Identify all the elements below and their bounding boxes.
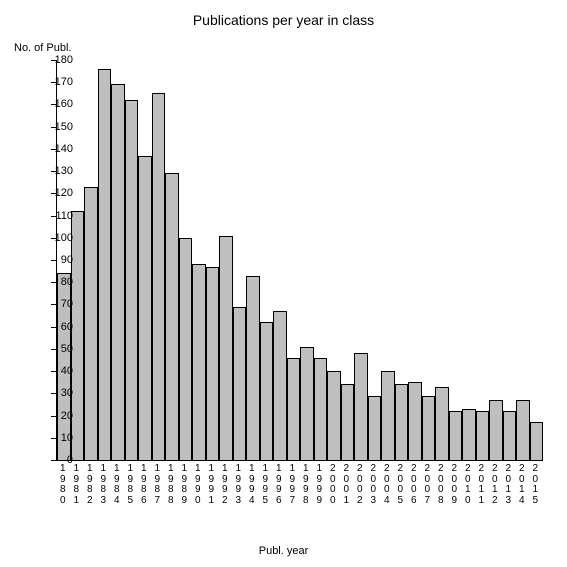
y-tick-label: 60	[43, 321, 73, 333]
bar	[327, 371, 341, 460]
bar	[368, 396, 382, 460]
y-tick-label: 120	[43, 187, 73, 199]
bar	[246, 276, 260, 460]
plot-area	[56, 60, 543, 461]
x-tick-label: 2008	[434, 464, 448, 506]
x-tick-label: 2012	[488, 464, 502, 506]
x-tick-label: 1997	[286, 464, 300, 506]
bar	[449, 411, 463, 460]
x-tick-label: 1994	[245, 464, 259, 506]
y-tick-label: 40	[43, 365, 73, 377]
bar	[98, 69, 112, 460]
y-tick-label: 160	[43, 98, 73, 110]
x-tick-label: 2001	[340, 464, 354, 506]
x-tick-label: 1984	[110, 464, 124, 506]
x-tick-label: 2002	[353, 464, 367, 506]
x-tick-label: 1995	[259, 464, 273, 506]
chart-title: Publications per year in class	[0, 12, 567, 28]
bar	[138, 156, 152, 460]
x-tick-label: 1983	[97, 464, 111, 506]
x-tick-label: 1986	[137, 464, 151, 506]
chart-container: Publications per year in class No. of Pu…	[0, 0, 567, 567]
x-tick-label: 1989	[178, 464, 192, 506]
x-tick-label: 1988	[164, 464, 178, 506]
bar	[219, 236, 233, 460]
x-axis-label: Publ. year	[0, 545, 567, 557]
bar	[408, 382, 422, 460]
bar	[233, 307, 247, 460]
x-tick-label: 2015	[529, 464, 543, 506]
y-tick-label: 70	[43, 298, 73, 310]
y-tick-label: 130	[43, 165, 73, 177]
bar	[476, 411, 490, 460]
bars-group	[57, 60, 543, 460]
bar	[395, 384, 409, 460]
bar	[422, 396, 436, 460]
bar	[314, 358, 328, 460]
bar	[125, 100, 139, 460]
x-tick-label: 1991	[205, 464, 219, 506]
y-tick-label: 20	[43, 410, 73, 422]
bar	[111, 84, 125, 460]
x-tick-label: 1990	[191, 464, 205, 506]
x-tick-label: 2009	[448, 464, 462, 506]
bar	[84, 187, 98, 460]
bar	[273, 311, 287, 460]
y-tick-label: 30	[43, 387, 73, 399]
bar	[354, 353, 368, 460]
y-tick-label: 150	[43, 121, 73, 133]
bar	[152, 93, 166, 460]
bar	[287, 358, 301, 460]
y-axis-label: No. of Publ.	[14, 42, 71, 54]
x-tick-label: 2000	[326, 464, 340, 506]
x-tick-label: 2011	[475, 464, 489, 506]
x-tick-label: 2014	[515, 464, 529, 506]
x-tick-label: 1993	[232, 464, 246, 506]
x-tick-label: 2013	[502, 464, 516, 506]
x-tick-label: 1999	[313, 464, 327, 506]
y-tick-label: 180	[43, 54, 73, 66]
y-tick-label: 140	[43, 143, 73, 155]
y-tick-label: 10	[43, 432, 73, 444]
y-tick-label: 170	[43, 76, 73, 88]
y-tick-label: 50	[43, 343, 73, 355]
x-tick-label: 2003	[367, 464, 381, 506]
bar	[300, 347, 314, 460]
x-tick-label: 1982	[83, 464, 97, 506]
x-tick-label: 2007	[421, 464, 435, 506]
y-tick-label: 100	[43, 232, 73, 244]
bar	[516, 400, 530, 460]
bar	[165, 173, 179, 460]
x-tick-label: 2006	[407, 464, 421, 506]
x-tick-labels: 1980198119821983198419851986198719881989…	[56, 464, 542, 506]
x-tick-label: 2010	[461, 464, 475, 506]
x-tick-label: 2004	[380, 464, 394, 506]
x-tick-label: 1985	[124, 464, 138, 506]
bar	[435, 387, 449, 460]
bar	[206, 267, 220, 460]
bar	[530, 422, 544, 460]
bar	[381, 371, 395, 460]
bar	[71, 211, 85, 460]
bar	[503, 411, 517, 460]
bar	[462, 409, 476, 460]
bar	[341, 384, 355, 460]
x-tick-label: 1998	[299, 464, 313, 506]
x-tick-label: 1980	[56, 464, 70, 506]
x-tick-label: 1981	[70, 464, 84, 506]
x-tick-label: 1987	[151, 464, 165, 506]
y-tick-label: 110	[43, 210, 73, 222]
bar	[260, 322, 274, 460]
x-tick-label: 2005	[394, 464, 408, 506]
bar	[489, 400, 503, 460]
x-tick-label: 1992	[218, 464, 232, 506]
y-tick-label: 90	[43, 254, 73, 266]
y-tick-label: 80	[43, 276, 73, 288]
bar	[179, 238, 193, 460]
bar	[192, 264, 206, 460]
x-tick-label: 1996	[272, 464, 286, 506]
